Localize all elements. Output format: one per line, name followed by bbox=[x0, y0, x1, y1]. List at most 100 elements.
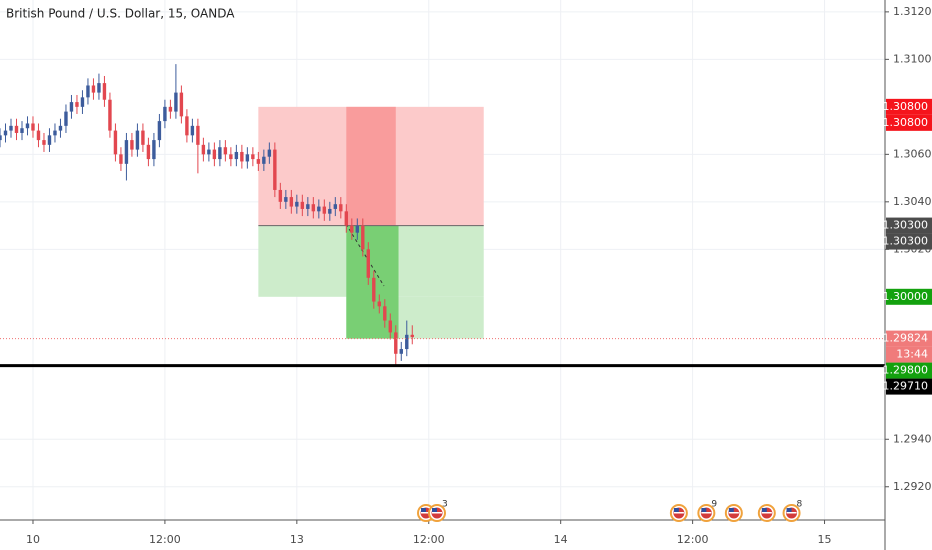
trend-line bbox=[345, 223, 385, 287]
candle-body bbox=[124, 140, 129, 164]
candle-body bbox=[311, 204, 316, 212]
x-tick-label: 14 bbox=[554, 533, 568, 546]
candle-body bbox=[328, 208, 332, 214]
event-flag-canton bbox=[421, 508, 427, 512]
event-icon[interactable] bbox=[757, 504, 776, 522]
candle-body bbox=[201, 144, 206, 155]
candle-body bbox=[366, 249, 370, 278]
candle-body bbox=[69, 102, 74, 112]
candle-body bbox=[212, 149, 217, 160]
candle-body bbox=[20, 128, 24, 133]
price-label: 1.29824 bbox=[883, 332, 929, 345]
chart-title: British Pound / U.S. Dollar, 15, OANDA bbox=[6, 7, 235, 21]
x-tick-label: 15 bbox=[818, 533, 832, 546]
event-flag-canton bbox=[701, 508, 707, 512]
candle-body bbox=[0, 135, 2, 141]
event-flag-canton bbox=[728, 508, 734, 512]
candles bbox=[0, 64, 414, 366]
price-label: 1.29710 bbox=[883, 380, 929, 393]
event-flag-canton bbox=[673, 508, 679, 512]
candle-body bbox=[9, 125, 13, 131]
event-icon[interactable] bbox=[724, 504, 743, 522]
candle-body bbox=[119, 154, 123, 164]
candle-body bbox=[306, 204, 310, 209]
candle-body bbox=[410, 334, 414, 338]
candle-body bbox=[75, 102, 79, 107]
candle-body bbox=[174, 92, 178, 112]
candle-body bbox=[141, 130, 145, 145]
candle-body bbox=[80, 97, 85, 107]
price-label: 1.30300 bbox=[883, 235, 929, 248]
candle-body bbox=[207, 149, 211, 155]
price-label: 1.30000 bbox=[883, 290, 929, 303]
x-tick-label: 13 bbox=[290, 533, 304, 546]
candle-body bbox=[350, 225, 354, 233]
candle-body bbox=[36, 130, 41, 141]
candle-body bbox=[240, 151, 244, 162]
candle-body bbox=[179, 92, 184, 117]
price-label-bg bbox=[886, 114, 932, 131]
candle-body bbox=[245, 154, 250, 162]
candle-body bbox=[300, 201, 305, 209]
event-count: 8 bbox=[797, 500, 803, 510]
candle-body bbox=[377, 301, 381, 307]
candle-body bbox=[42, 140, 46, 145]
price-label-bg bbox=[886, 217, 932, 234]
candle-body bbox=[97, 83, 101, 93]
event-icon[interactable] bbox=[669, 504, 688, 522]
event-icon[interactable]: 8 bbox=[782, 500, 803, 522]
candle-body bbox=[223, 147, 228, 155]
event-flag-stripe bbox=[701, 512, 712, 514]
candle-body bbox=[168, 106, 173, 112]
candle-body bbox=[218, 147, 222, 160]
candle-body bbox=[14, 125, 19, 133]
position-zone bbox=[346, 106, 396, 226]
y-tick-label: 1.30400 bbox=[893, 195, 932, 208]
price-label: 1.30300 bbox=[883, 219, 929, 232]
price-label: 1.30800 bbox=[883, 100, 929, 113]
event-flag-canton bbox=[432, 508, 438, 512]
candle-body bbox=[157, 121, 162, 141]
candle-body bbox=[152, 140, 156, 160]
candle-body bbox=[196, 125, 200, 145]
price-label: 1.30800 bbox=[883, 116, 929, 129]
price-label-bg bbox=[886, 378, 932, 395]
candle-body bbox=[267, 149, 272, 157]
candle-body bbox=[190, 125, 195, 136]
candle-body bbox=[399, 349, 403, 354]
price-label: 1.29800 bbox=[883, 364, 929, 377]
y-tick-label: 1.31000 bbox=[893, 52, 932, 65]
event-icon[interactable]: 3 bbox=[428, 500, 448, 522]
candle-body bbox=[394, 332, 398, 354]
candle-body bbox=[383, 306, 387, 321]
event-flag-stripe bbox=[728, 512, 739, 514]
candle-body bbox=[108, 99, 112, 131]
event-flag-stripe bbox=[761, 512, 772, 514]
candle-body bbox=[163, 106, 167, 122]
candle-body bbox=[344, 211, 349, 226]
candle-body bbox=[58, 125, 63, 131]
event-icon[interactable]: 9 bbox=[697, 500, 717, 522]
candle-body bbox=[146, 144, 151, 160]
x-tick-label: 12:00 bbox=[413, 533, 445, 546]
x-tick-label: 12:00 bbox=[149, 533, 181, 546]
candle-body bbox=[256, 159, 261, 164]
candle-body bbox=[234, 151, 239, 160]
price-label-bg bbox=[886, 288, 932, 305]
y-tick-label: 1.30600 bbox=[893, 147, 932, 160]
countdown-label-bg bbox=[886, 346, 932, 363]
candle-body bbox=[47, 135, 52, 145]
event-flag-canton bbox=[761, 508, 767, 512]
event-flag-stripe bbox=[673, 512, 684, 514]
event-flag-stripe bbox=[421, 512, 432, 514]
candle-body bbox=[185, 116, 189, 136]
candle-body bbox=[333, 204, 338, 209]
y-tick-label: 1.31200 bbox=[893, 5, 932, 18]
candle-body bbox=[317, 206, 321, 212]
candle-body bbox=[86, 85, 90, 98]
event-count: 3 bbox=[442, 500, 448, 510]
candle-body bbox=[295, 201, 299, 207]
event-flag-stripe bbox=[786, 512, 797, 514]
candle-body bbox=[229, 154, 233, 160]
